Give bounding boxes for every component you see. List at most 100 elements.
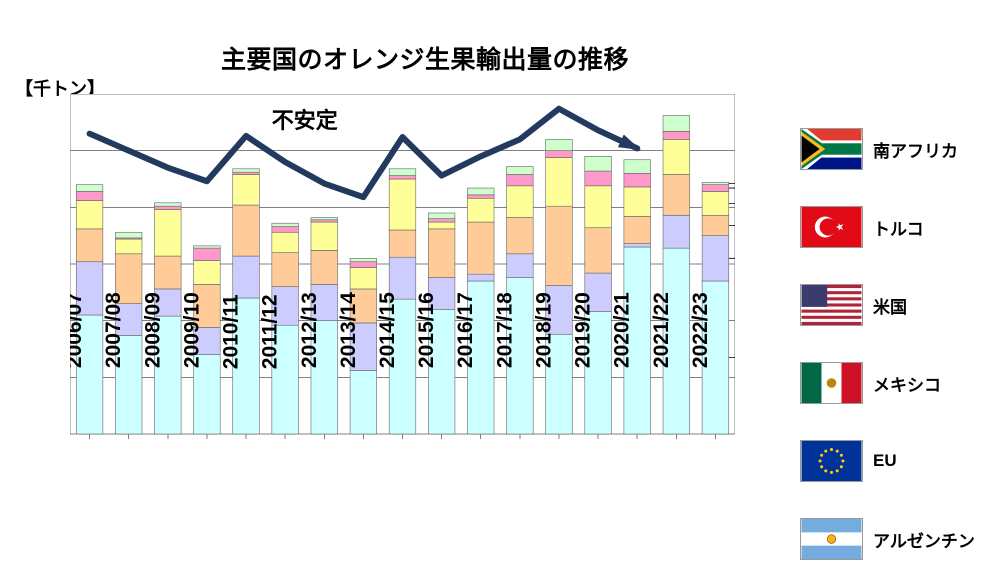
xtick-label: 2019/20 [572,292,595,368]
bar-seg-usa [233,174,260,205]
xtick-label: 2020/21 [611,292,634,368]
bar-2021/22 [663,116,690,434]
xtick-label: 2012/13 [298,292,321,368]
bar-seg-usa [311,222,338,250]
bar-seg-mexico [663,174,690,215]
bar-seg-usa [272,232,299,252]
legend-item-argentina: アルゼンチン [800,505,1000,573]
bar-seg-turkey [624,173,651,187]
bar-seg-south_africa [154,203,181,206]
bar-seg-south_africa [428,213,455,219]
bar-seg-usa [585,186,612,228]
legend-item-eu: EU [800,427,1000,495]
legend-item-south_africa: 南アフリカ [800,115,1000,183]
bar-seg-mexico [272,253,299,287]
xtick-label: 2017/18 [493,292,516,368]
bar-seg-mexico [624,216,651,243]
xtick-label: 2021/22 [650,292,673,368]
xtick-label: 2010/11 [220,294,243,369]
xtick-label: 2009/10 [180,292,203,368]
bar-seg-turkey [154,206,181,209]
bar-seg-eu [467,274,494,281]
bar-seg-south_africa [663,116,690,132]
xtick-label: 2011/12 [259,294,282,369]
xtick-label: 2014/15 [376,292,399,368]
bar-seg-south_africa [585,156,612,171]
xtick-label: 2022/23 [689,292,712,368]
bar-seg-usa [428,222,455,229]
xtick-label: 2007/08 [102,292,125,368]
bar-seg-eu [233,256,260,298]
bar-seg-south_africa [115,232,142,238]
bar-seg-mexico [467,222,494,274]
bar-seg-mexico [702,215,729,235]
legend-label-south_africa: 南アフリカ [873,137,958,162]
bar-seg-south_africa [546,139,573,150]
bar-seg-turkey [467,195,494,198]
bar-seg-south_africa [389,169,416,176]
bar-seg-south_africa [507,167,534,175]
bar-seg-south_africa [233,169,260,172]
bar-seg-south_africa [702,182,729,184]
bar-seg-usa [76,201,103,229]
xtick-label: 2013/14 [337,292,360,368]
bar-seg-turkey [389,176,416,179]
bar-seg-south_africa [350,258,377,261]
bar-seg-south_africa [467,188,494,195]
legend-label-turkey: トルコ [873,215,924,240]
bar-seg-mexico [389,230,416,257]
bar-seg-south_africa [76,185,103,192]
bar-seg-turkey [585,171,612,186]
bar-seg-turkey [663,131,690,139]
legend-label-argentina: アルゼンチン [873,527,975,552]
legend: 南アフリカ トルコ 米国 メキシコ EU [800,115,1000,583]
legend-item-mexico: メキシコ [800,349,1000,417]
bar-seg-south_africa [194,246,221,248]
bar-seg-usa [507,186,534,218]
bar-seg-turkey [233,172,260,174]
bar-seg-usa [154,210,181,256]
annotation-text: 不安定 [272,108,338,133]
argentina-flag-icon [800,518,863,560]
bar-seg-mexico [76,229,103,262]
bar-seg-usa [702,191,729,215]
bar-2018/19 [546,139,573,434]
xtick-label: 2006/07 [70,292,86,368]
bar-seg-turkey [350,262,377,268]
bar-seg-eu [702,236,729,281]
bar-seg-usa [115,239,142,254]
bar-seg-argentina [350,371,377,434]
bar-seg-turkey [272,227,299,233]
chart-title: 主要国のオレンジ生果輸出量の推移 [120,40,730,76]
bar-seg-usa [194,261,221,285]
bar-seg-eu [507,254,534,278]
bar-seg-south_africa [624,160,651,174]
bar-seg-mexico [233,205,260,256]
xtick-label: 2018/19 [532,292,555,368]
bar-seg-usa [663,139,690,174]
south_africa-flag-icon [800,128,863,170]
figure-root: 主要国のオレンジ生果輸出量の推移 【千トン】 05001,0001,5002,0… [0,0,1000,575]
plot-area: 05001,0001,5002,0002,5003,0002006/072007… [70,94,735,572]
legend-label-eu: EU [873,451,897,471]
bar-seg-south_africa [311,218,338,220]
usa-flag-icon [800,284,863,326]
bar-seg-turkey [702,185,729,192]
bar-seg-mexico [507,218,534,254]
bar-seg-turkey [428,219,455,222]
bar-seg-turkey [546,151,573,158]
bar-seg-mexico [428,229,455,278]
xtick-label: 2008/09 [141,292,164,368]
mexico-flag-icon [800,362,863,404]
bar-seg-eu [663,215,690,248]
legend-label-mexico: メキシコ [873,371,941,396]
bar-seg-turkey [311,220,338,222]
bar-seg-turkey [194,248,221,260]
legend-item-turkey: トルコ [800,193,1000,261]
legend-item-usa: 米国 [800,271,1000,339]
bar-seg-turkey [76,191,103,200]
legend-label-usa: 米国 [873,293,907,318]
turkey-flag-icon [800,206,863,248]
bar-seg-mexico [311,250,338,284]
bar-seg-mexico [154,256,181,289]
